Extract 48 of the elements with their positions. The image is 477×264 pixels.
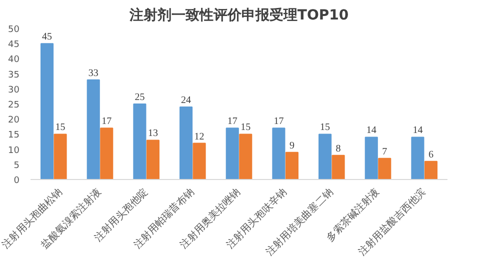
- bar: [239, 134, 252, 180]
- data-label: 13: [148, 128, 158, 140]
- data-label: 12: [194, 131, 204, 142]
- y-tick-label: 5: [14, 160, 20, 171]
- data-label: 9: [289, 140, 294, 152]
- bar: [100, 128, 114, 180]
- data-label: 15: [55, 122, 66, 134]
- y-tick-label: 35: [8, 70, 20, 80]
- data-label: 25: [134, 92, 145, 103]
- data-label: 17: [227, 116, 238, 128]
- bar: [226, 128, 239, 180]
- y-tick-label: 30: [8, 85, 20, 96]
- chart-title: 注射剂一致性评价申报受理TOP10: [128, 6, 349, 24]
- y-tick-label: 50: [8, 25, 20, 35]
- bar: [332, 154, 345, 180]
- y-tick-label: 45: [8, 40, 20, 50]
- y-tick-label: 15: [8, 130, 20, 141]
- bar: [146, 140, 160, 180]
- y-tick-label: 20: [8, 116, 20, 126]
- data-label: 17: [102, 116, 112, 128]
- data-label: 6: [428, 149, 434, 160]
- data-label: 14: [412, 125, 423, 136]
- data-label: 45: [42, 32, 52, 43]
- y-tick-label: 25: [8, 100, 20, 110]
- data-label: 15: [240, 122, 251, 134]
- y-tick-label: 40: [8, 55, 20, 66]
- data-label: 14: [366, 125, 376, 136]
- y-tick-label: 10: [8, 146, 20, 156]
- bar: [86, 79, 100, 180]
- bar: [133, 104, 146, 180]
- data-label: 17: [274, 116, 284, 128]
- bar: [364, 136, 378, 180]
- bar: [424, 160, 438, 180]
- bar: [318, 134, 332, 180]
- bar: [411, 136, 424, 180]
- bar: [192, 142, 206, 180]
- bar: [378, 158, 392, 180]
- y-tick-label: 0: [14, 176, 20, 186]
- bar: [272, 128, 286, 180]
- data-label: 8: [336, 143, 341, 154]
- bar: [180, 106, 193, 180]
- data-label: 7: [382, 146, 388, 158]
- bar: [285, 152, 298, 180]
- data-label: 33: [88, 68, 98, 79]
- data-label: 15: [320, 122, 330, 134]
- data-label: 24: [181, 95, 192, 106]
- bar: [54, 134, 67, 180]
- bar: [40, 43, 54, 180]
